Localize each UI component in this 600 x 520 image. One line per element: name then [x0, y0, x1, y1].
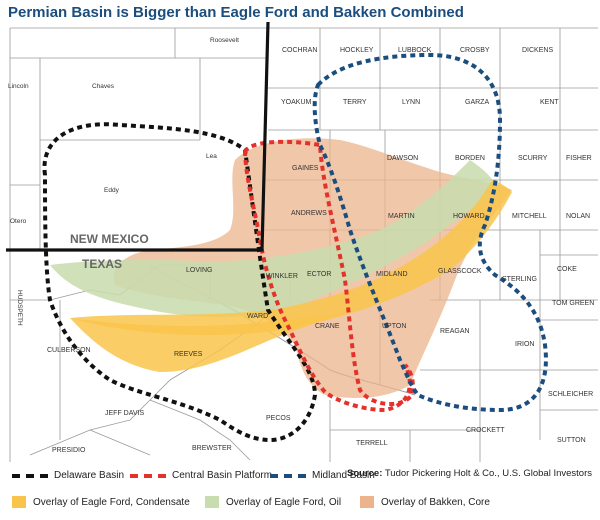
- county-hockley: HOCKLEY: [340, 47, 374, 54]
- source-text: Tudor Pickering Holt & Co., U.S. Global …: [384, 468, 592, 479]
- county-lea: Lea: [206, 153, 217, 160]
- legend: Delaware Basin Central Basin Platform Mi…: [0, 462, 600, 520]
- county-borden: BORDEN: [455, 155, 485, 162]
- county-chaves: Chaves: [92, 83, 115, 90]
- state-line: [6, 21, 270, 252]
- central-basin-platform-outline: [242, 139, 415, 413]
- county-mitchell: MITCHELL: [512, 213, 547, 220]
- county-tom-green: TOM GREEN: [552, 300, 594, 307]
- new-mexico-label: NEW MEXICO: [70, 232, 149, 246]
- county-eddy: Eddy: [104, 187, 120, 194]
- county-glasscock: GLASSCOCK: [438, 268, 482, 275]
- county-terry: TERRY: [343, 99, 367, 106]
- legend-label-midland: Midland Basin: [312, 470, 375, 481]
- texas-label: TEXAS: [82, 257, 122, 271]
- county-schleicher: SCHLEICHER: [548, 391, 593, 398]
- county-lubbock: LUBBOCK: [398, 47, 432, 54]
- eagle-oil-swatch: [205, 496, 219, 508]
- county-lynn: LYNN: [402, 99, 420, 106]
- county-scurry: SCURRY: [518, 155, 548, 162]
- county-coke: COKE: [557, 266, 577, 273]
- legend-label-eagle-oil: Overlay of Eagle Ford, Oil: [226, 496, 342, 508]
- county-dawson: DAWSON: [387, 155, 418, 162]
- county-irion: IRION: [515, 341, 534, 348]
- county-garza: GARZA: [465, 99, 489, 106]
- county-roosevelt: Roosevelt: [210, 37, 239, 44]
- county-fisher: FISHER: [566, 155, 592, 162]
- county-terrell: TERRELL: [356, 440, 388, 447]
- county-otero: Otero: [10, 218, 27, 225]
- legend-item-eagle-condensate: Overlay of Eagle Ford, Condensate: [12, 496, 190, 508]
- legend-item-midland: Midland Basin: [270, 470, 375, 481]
- county-sterling: STERLING: [502, 276, 537, 283]
- source-note: Source: Tudor Pickering Holt & Co., U.S.…: [347, 468, 592, 479]
- county-midland: MIDLAND: [376, 271, 408, 278]
- bakken-swatch: [360, 496, 374, 508]
- county-gaines: GAINES: [292, 165, 319, 172]
- county-reagan: REAGAN: [440, 328, 470, 335]
- county-dickens: DICKENS: [522, 47, 553, 54]
- county-presidio: PRESIDIO: [52, 447, 86, 454]
- delaware-swatch: [12, 473, 48, 478]
- county-kent: KENT: [540, 99, 559, 106]
- legend-label-delaware: Delaware Basin: [54, 470, 125, 481]
- eagle-ford-condensate-overlay: [70, 180, 512, 336]
- county-winkler: WINKLER: [266, 273, 298, 280]
- county-culberson: CULBERSON: [47, 347, 91, 354]
- chart-title: Permian Basin is Bigger than Eagle Ford …: [8, 4, 464, 21]
- county-crosby: CROSBY: [460, 47, 490, 54]
- county-nolan: NOLAN: [566, 213, 590, 220]
- central-swatch: [130, 473, 166, 478]
- legend-item-eagle-oil: Overlay of Eagle Ford, Oil: [205, 496, 341, 508]
- county-ector: ECTOR: [307, 271, 331, 278]
- county-hudspeth: HUDSPETH: [16, 290, 23, 326]
- midland-swatch: [270, 473, 306, 478]
- county-andrews: ANDREWS: [291, 210, 327, 217]
- eagle-ford-oil-overlay: [50, 160, 498, 317]
- legend-label-bakken: Overlay of Bakken, Core: [381, 496, 490, 508]
- county-sutton: SUTTON: [557, 437, 586, 444]
- county-howard: HOWARD: [453, 213, 485, 220]
- legend-item-bakken: Overlay of Bakken, Core: [360, 496, 490, 508]
- county-upton: UPTON: [382, 323, 406, 330]
- midland-basin-outline: [312, 52, 548, 413]
- county-crane: CRANE: [315, 323, 340, 330]
- permian-basin-map: NEW MEXICO TEXAS Roosevelt Lincoln Chave…: [6, 21, 598, 462]
- legend-label-eagle-condensate: Overlay of Eagle Ford, Condensate: [33, 496, 190, 508]
- legend-item-central: Central Basin Platform: [130, 470, 272, 481]
- county-martin: MARTIN: [388, 213, 415, 220]
- county-reeves: REEVES: [174, 351, 203, 358]
- eagle-condensate-swatch: [12, 496, 26, 508]
- county-pecos: PECOS: [266, 415, 291, 422]
- county-cochran: COCHRAN: [282, 47, 317, 54]
- county-jeff-davis: JEFF DAVIS: [105, 410, 144, 417]
- legend-label-central: Central Basin Platform: [172, 470, 273, 481]
- source-label: Source:: [347, 468, 383, 479]
- county-lincoln: Lincoln: [8, 83, 29, 90]
- legend-item-delaware: Delaware Basin: [12, 470, 124, 481]
- county-ward: WARD: [247, 313, 268, 320]
- county-brewster: BREWSTER: [192, 445, 232, 452]
- county-yoakum: YOAKUM: [281, 99, 312, 106]
- county-crockett: CROCKETT: [466, 427, 505, 434]
- county-loving: LOVING: [186, 267, 212, 274]
